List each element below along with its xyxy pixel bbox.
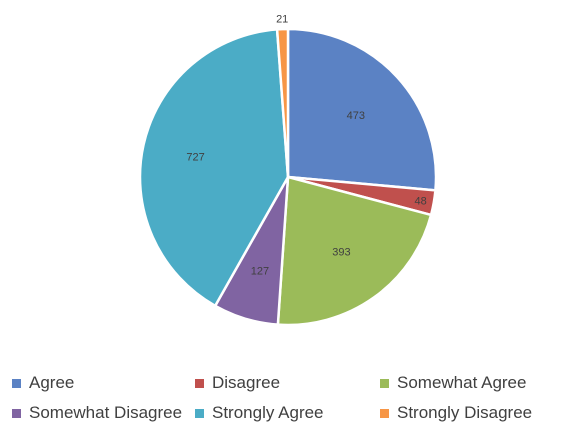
- legend-swatch-agree: [12, 378, 21, 388]
- data-label-strongly-agree: 727: [186, 151, 204, 163]
- pie-data-labels: 473 48 393 127 727 21: [186, 14, 426, 278]
- data-label-strongly-disagree: 21: [276, 14, 288, 26]
- legend-swatch-somewhat-agree: [380, 378, 389, 388]
- legend-label-strongly-disagree: Strongly Disagree: [397, 403, 533, 422]
- legend-item-somewhat-agree: Somewhat Agree: [380, 373, 526, 393]
- legend-swatch-disagree: [195, 378, 204, 388]
- legend-item-strongly-disagree: Strongly Disagree: [380, 403, 532, 423]
- data-label-disagree: 48: [414, 195, 426, 207]
- chart-legend: Agree Disagree Somewhat Agree Somewhat D…: [12, 370, 557, 430]
- legend-label-somewhat-disagree: Somewhat Disagree: [29, 403, 183, 422]
- legend-label-strongly-agree: Strongly Agree: [212, 403, 324, 422]
- legend-item-agree: Agree: [12, 373, 195, 393]
- legend-row-2: Somewhat Disagree Strongly Agree Strongl…: [12, 400, 557, 426]
- data-label-agree: 473: [347, 110, 365, 122]
- legend-item-somewhat-disagree: Somewhat Disagree: [12, 403, 195, 423]
- data-label-somewhat-disagree: 127: [251, 266, 269, 278]
- legend-swatch-somewhat-disagree: [12, 408, 21, 418]
- legend-item-disagree: Disagree: [195, 373, 380, 393]
- legend-row-1: Agree Disagree Somewhat Agree: [12, 370, 557, 396]
- pie-chart: 473 48 393 127 727 21: [138, 14, 438, 327]
- data-label-somewhat-agree: 393: [332, 247, 350, 259]
- legend-label-disagree: Disagree: [212, 373, 281, 392]
- legend-label-agree: Agree: [29, 373, 75, 392]
- legend-label-somewhat-agree: Somewhat Agree: [397, 373, 527, 392]
- legend-swatch-strongly-disagree: [380, 408, 389, 418]
- legend-swatch-strongly-agree: [195, 408, 204, 418]
- pie-slice-strongly-disagree: [275, 27, 290, 179]
- pie-slice-somewhat-agree: [276, 175, 433, 327]
- pie-slice-agree: [286, 27, 438, 192]
- pie-slices: [138, 27, 438, 327]
- pie-slice-strongly-agree: [138, 28, 290, 308]
- legend-item-strongly-agree: Strongly Agree: [195, 403, 380, 423]
